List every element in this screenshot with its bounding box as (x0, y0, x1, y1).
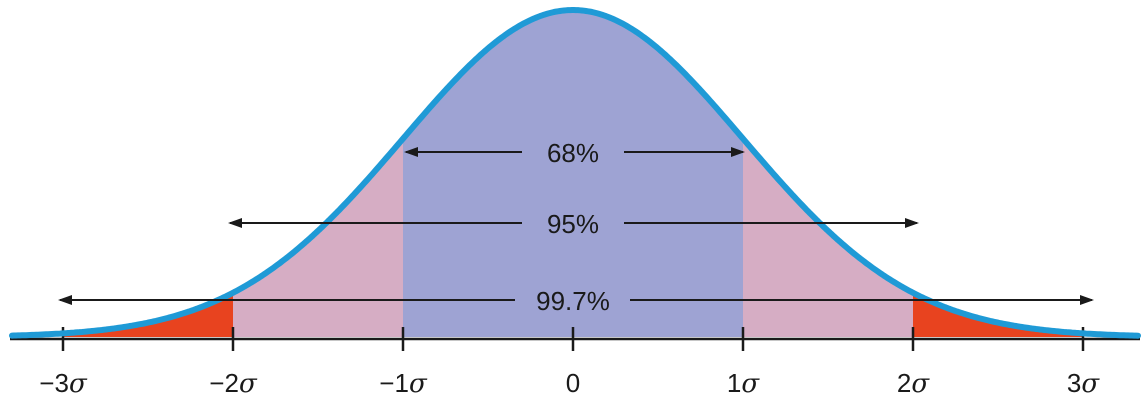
tick-label: 1σ (727, 368, 760, 399)
region-left-2-to-3-sigma (63, 292, 233, 337)
tick-label-sigma: σ (741, 369, 760, 399)
label-997-percent: 99.7% (536, 286, 610, 316)
label-95-percent: 95% (547, 209, 599, 239)
tick-label-sigma: σ (239, 369, 258, 399)
tick-label-sigma: σ (911, 369, 930, 399)
region-within-1-sigma (403, 10, 743, 337)
tick-label: −3σ (39, 368, 88, 399)
tick-label: 3σ (1067, 368, 1100, 399)
region-right-2-to-3-sigma (913, 292, 1083, 337)
arrow-68-percent: 68% (404, 138, 745, 168)
tick-label: −2σ (209, 368, 258, 399)
tick-label: −1σ (379, 368, 428, 399)
tick-label-number: 1 (727, 368, 741, 398)
label-68-percent: 68% (547, 138, 599, 168)
tick-label-number: 3 (1067, 368, 1081, 398)
tick-label: 2σ (897, 368, 930, 399)
tick-label-number: −2 (209, 368, 239, 398)
tick-labels: −3σ −2σ −1σ 0 1σ 2σ 3σ (39, 368, 1100, 399)
tick-label: 0 (566, 368, 580, 398)
tick-label-number: 0 (566, 368, 580, 398)
arrow-95-percent: 95% (228, 209, 919, 239)
arrow-997-percent: 99.7% (58, 286, 1094, 316)
tick-label-number: −1 (379, 368, 409, 398)
tick-label-sigma: σ (69, 369, 88, 399)
tick-label-number: −3 (39, 368, 69, 398)
tick-label-number: 2 (897, 368, 911, 398)
tick-label-sigma: σ (409, 369, 428, 399)
bell-curve (9, 7, 1141, 339)
tick-label-sigma: σ (1081, 369, 1100, 399)
